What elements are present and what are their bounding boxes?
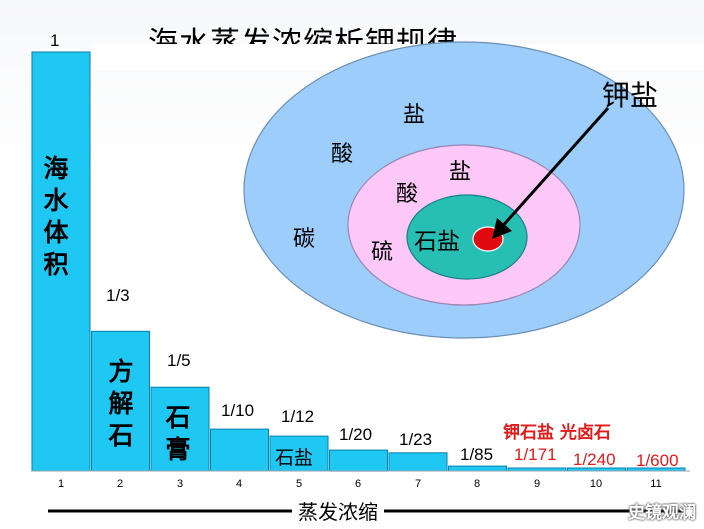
value-label-11: 1/600: [636, 451, 679, 470]
tick-label-6: 6: [354, 478, 362, 490]
inner-ring-halite: [406, 194, 528, 280]
tick-label-10: 10: [589, 478, 603, 490]
value-label-3: 1/5: [167, 351, 191, 370]
tick-label-1: 1: [57, 478, 65, 490]
value-label-6: 1/20: [339, 425, 373, 444]
value-label-10: 1/240: [573, 450, 616, 469]
watermark: 史镜观澜: [628, 503, 696, 523]
value-label-2: 1/3: [106, 286, 130, 305]
tick-label-3: 3: [176, 478, 184, 490]
bar-8: [448, 465, 507, 472]
pointer-arrow-shaft: [498, 107, 610, 230]
bar-5-text: 石盐: [275, 447, 314, 469]
bar-7: [388, 452, 448, 472]
bar-2-text: 方解石: [108, 357, 134, 450]
bar-1: [31, 51, 91, 472]
bar-2: [91, 330, 150, 472]
bar-3-text: 石膏: [165, 403, 191, 464]
value-label-9: 1/171: [514, 445, 557, 464]
evaporation-bars: [31, 51, 686, 472]
value-label-8: 1/85: [460, 445, 494, 464]
tick-label-9: 9: [533, 478, 541, 490]
tick-label-11: 11: [650, 478, 662, 490]
outer-ring-label-suan: 酸: [331, 142, 354, 167]
value-label-7: 1/23: [399, 430, 433, 449]
pointer-arrowhead: [492, 218, 512, 239]
value-label-1: 1: [50, 31, 60, 50]
tick-label-2: 2: [116, 478, 124, 490]
tick-label-8: 8: [473, 478, 481, 490]
bar-3: [150, 386, 210, 472]
tick-label-4: 4: [235, 478, 243, 490]
value-label-4: 1/10: [221, 401, 255, 420]
middle-ring-label-liu: 硫: [371, 240, 394, 265]
outer-ring-label-tan: 碳: [293, 227, 316, 252]
bar-6: [329, 449, 388, 472]
inner-ring-label-halite: 石盐: [414, 229, 460, 255]
bar-5: [269, 435, 329, 472]
tick-label-5: 5: [295, 478, 303, 490]
salt-rings-diagram: [243, 41, 685, 339]
middle-ring-label-suan: 酸: [396, 182, 419, 207]
bar-1-text: 海水体积: [43, 154, 69, 279]
potash-minerals-label: 钾石盐 光卤石: [503, 423, 611, 443]
bar-4: [210, 428, 269, 472]
value-label-5: 1/12: [281, 407, 315, 426]
outer-ring-label-yan: 盐: [403, 103, 426, 128]
potash-pointer-label: 钾盐: [602, 79, 659, 112]
tick-label-7: 7: [414, 478, 422, 490]
middle-ring-label-yan: 盐: [449, 160, 472, 185]
x-axis-label: 蒸发浓缩: [292, 496, 384, 525]
